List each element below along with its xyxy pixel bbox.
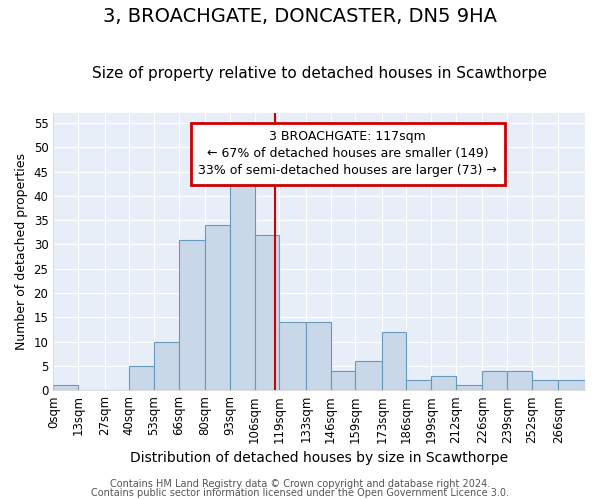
- Bar: [279, 322, 306, 390]
- Text: Contains public sector information licensed under the Open Government Licence 3.: Contains public sector information licen…: [91, 488, 509, 498]
- Bar: [154, 342, 179, 390]
- Bar: [532, 380, 559, 390]
- Bar: [406, 380, 431, 390]
- Title: Size of property relative to detached houses in Scawthorpe: Size of property relative to detached ho…: [92, 66, 547, 82]
- Text: 3 BROACHGATE: 117sqm
← 67% of detached houses are smaller (149)
33% of semi-deta: 3 BROACHGATE: 117sqm ← 67% of detached h…: [198, 130, 497, 177]
- Bar: [382, 332, 406, 390]
- Bar: [355, 361, 382, 390]
- Bar: [306, 322, 331, 390]
- X-axis label: Distribution of detached houses by size in Scawthorpe: Distribution of detached houses by size …: [130, 451, 508, 465]
- Bar: [254, 234, 279, 390]
- Text: Contains HM Land Registry data © Crown copyright and database right 2024.: Contains HM Land Registry data © Crown c…: [110, 479, 490, 489]
- Bar: [53, 386, 78, 390]
- Bar: [331, 370, 355, 390]
- Bar: [559, 380, 585, 390]
- Bar: [230, 172, 254, 390]
- Y-axis label: Number of detached properties: Number of detached properties: [15, 153, 28, 350]
- Bar: [129, 366, 154, 390]
- Bar: [507, 370, 532, 390]
- Bar: [482, 370, 507, 390]
- Bar: [431, 376, 456, 390]
- Bar: [456, 386, 482, 390]
- Text: 3, BROACHGATE, DONCASTER, DN5 9HA: 3, BROACHGATE, DONCASTER, DN5 9HA: [103, 8, 497, 26]
- Bar: [179, 240, 205, 390]
- Bar: [205, 225, 230, 390]
